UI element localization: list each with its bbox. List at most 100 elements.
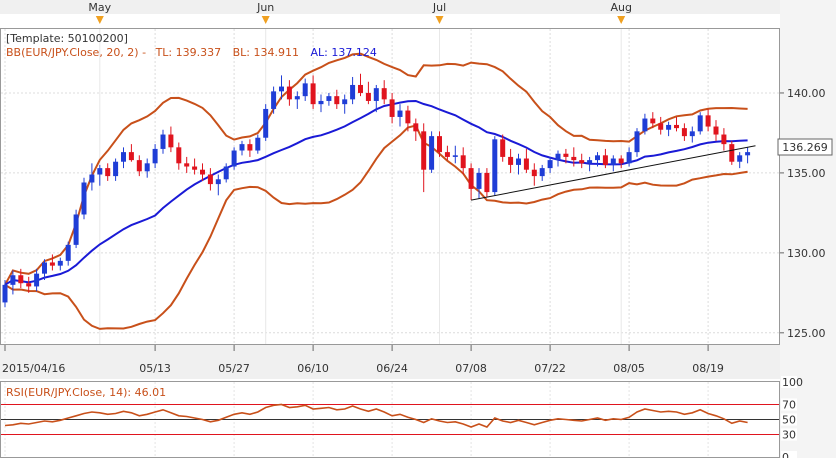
candle-body <box>563 153 569 157</box>
candle-body <box>310 83 316 105</box>
candle-body <box>460 155 466 169</box>
candle-body <box>57 260 63 266</box>
indicator-legend: BB(EUR/JPY.Close, 20, 2) - TL: 139.337 B… <box>6 46 377 59</box>
candles-layer <box>2 73 751 308</box>
candle-body <box>681 128 687 137</box>
candle-body <box>444 152 450 157</box>
candle-body <box>381 88 387 100</box>
date-tick-label: 05/27 <box>218 362 250 375</box>
candle-body <box>192 166 198 170</box>
candle-body <box>437 136 442 153</box>
date-tick-label: 08/19 <box>692 362 724 375</box>
rsi-indicator-label: RSI(EUR/JPY.Close, 14): 46.01 <box>6 386 166 399</box>
candle-body <box>358 84 363 93</box>
candle-body <box>397 110 403 117</box>
candle-body <box>516 158 521 165</box>
candle-body <box>468 168 474 189</box>
candle-body <box>705 115 711 127</box>
candle-body <box>595 155 600 161</box>
axis-layer: 125.00 130.00 135.00 140.00 2015/04/16 05/13 0… <box>2 1 826 375</box>
candle-body <box>176 147 182 164</box>
date-axis-strip <box>0 345 780 379</box>
candle-body <box>113 161 119 177</box>
candle-body <box>531 169 537 177</box>
candle-body <box>286 86 292 100</box>
template-label: [Template: 50100200] <box>6 32 128 45</box>
month-marker <box>95 16 104 24</box>
candle-body <box>326 96 332 101</box>
al-label: AL: 137.124 <box>310 46 376 59</box>
candle-body <box>721 134 727 145</box>
candle-body <box>263 108 269 138</box>
candle-body <box>737 155 743 162</box>
candle-body <box>658 123 664 130</box>
candle-body <box>10 275 16 285</box>
rsi-ytick-bg <box>781 451 797 458</box>
candle-body <box>294 96 300 100</box>
price-ytick-label: 140.00 <box>787 87 826 100</box>
month-strip <box>0 0 780 14</box>
candle-body <box>650 118 656 124</box>
candle-body <box>452 155 458 157</box>
rsi-ytick-bg <box>781 413 797 426</box>
candle-body <box>144 163 150 172</box>
candle-body <box>302 83 308 97</box>
candle-body <box>271 91 277 109</box>
candle-body <box>223 166 229 180</box>
candle-body <box>152 148 158 164</box>
candle-body <box>200 169 205 175</box>
candle-body <box>81 182 87 215</box>
candle-body <box>602 155 608 165</box>
candle-body <box>547 160 553 169</box>
candle-body <box>421 131 427 170</box>
upper-band-line <box>4 52 748 286</box>
candle-body <box>697 115 703 132</box>
candle-body <box>18 275 24 284</box>
month-marker <box>617 16 626 24</box>
candle-body <box>239 144 245 151</box>
rsi-ytick-bg <box>781 376 797 388</box>
candle-body <box>136 160 142 172</box>
candle-body <box>666 124 672 130</box>
candle-body <box>413 123 419 132</box>
candle-body <box>689 131 695 137</box>
candle-body <box>2 284 8 303</box>
candle-body <box>26 283 32 287</box>
candle-body <box>539 168 545 177</box>
candle-body <box>508 156 514 165</box>
rsi-ytick-label: 50 <box>782 414 796 427</box>
date-tick-label: 06/24 <box>376 362 408 375</box>
candle-body <box>587 160 593 164</box>
candle-body <box>105 168 111 177</box>
date-tick-label: 07/08 <box>455 362 487 375</box>
candle-body <box>247 144 253 151</box>
candle-body <box>729 144 735 162</box>
candle-body <box>405 110 411 124</box>
candle-body <box>610 158 616 165</box>
trendline <box>471 145 756 201</box>
rsi-ytick-label: 30 <box>782 429 796 442</box>
candle-body <box>642 118 648 132</box>
month-label: Aug <box>610 1 631 14</box>
candle-body <box>279 86 284 92</box>
date-tick-label: 2015/04/16 <box>2 362 65 375</box>
candle-body <box>160 134 166 149</box>
candle-body <box>484 172 490 193</box>
candle-body <box>373 88 379 101</box>
candle-body <box>89 174 95 183</box>
rsi-ytick-label: 100 <box>782 376 803 389</box>
lower-band-line <box>4 124 748 330</box>
last-price-badge <box>777 138 833 156</box>
tl-label: TL: 139.337 <box>155 46 222 59</box>
candle-body <box>389 99 395 117</box>
candle-body <box>618 158 624 164</box>
candle-body <box>34 273 40 287</box>
candle-body <box>318 100 324 105</box>
date-tick-label: 06/10 <box>297 362 329 375</box>
month-label: Jun <box>256 1 274 14</box>
bl-label: BL: 134.911 <box>233 46 299 59</box>
candle-body <box>334 96 340 105</box>
candle-body <box>634 131 640 153</box>
